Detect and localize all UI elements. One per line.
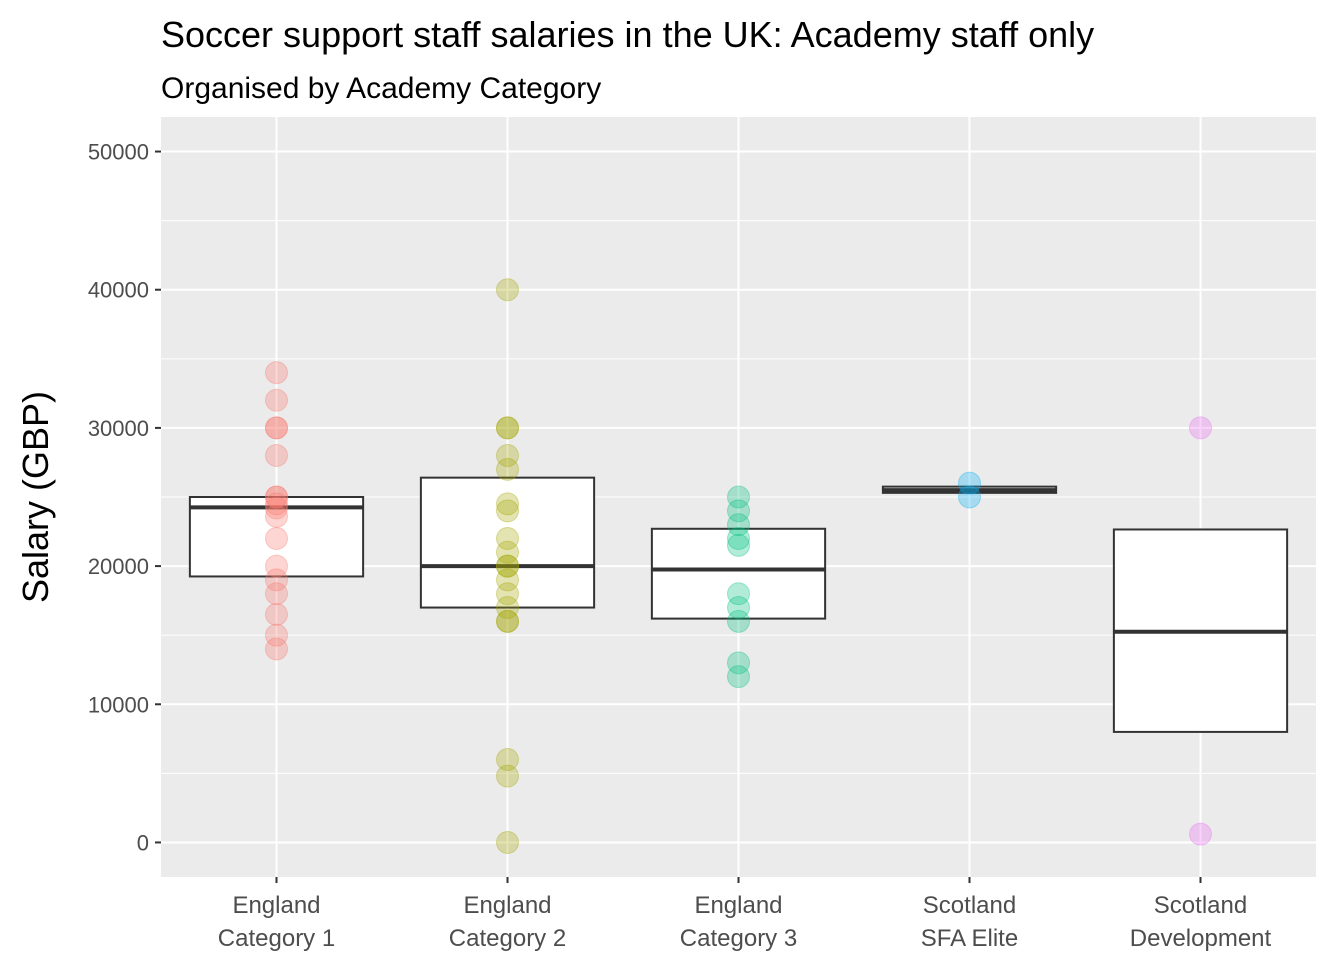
point bbox=[496, 444, 519, 468]
y-tick-label: 10000 bbox=[88, 692, 149, 717]
point bbox=[265, 623, 288, 647]
point bbox=[265, 416, 288, 440]
point bbox=[496, 540, 519, 564]
chart-title: Soccer support staff salaries in the UK:… bbox=[161, 14, 1094, 55]
point bbox=[496, 416, 519, 440]
point bbox=[727, 513, 750, 537]
point bbox=[265, 554, 288, 578]
x-tick-label: Scotland Development bbox=[1130, 892, 1272, 952]
y-tick-label: 40000 bbox=[88, 278, 149, 303]
x-tick-label: England Category 1 bbox=[218, 892, 335, 952]
point bbox=[1189, 822, 1212, 846]
point bbox=[265, 361, 288, 385]
chart-subtitle: Organised by Academy Category bbox=[161, 72, 601, 105]
point bbox=[496, 492, 519, 516]
point bbox=[496, 582, 519, 606]
point bbox=[496, 526, 519, 550]
point bbox=[265, 388, 288, 412]
point bbox=[496, 596, 519, 620]
x-tick-label: England Category 3 bbox=[680, 892, 797, 952]
point bbox=[265, 526, 288, 550]
x-tick-label: Scotland SFA Elite bbox=[921, 892, 1018, 952]
point bbox=[496, 609, 519, 633]
point bbox=[727, 596, 750, 620]
box bbox=[650, 527, 827, 620]
point bbox=[265, 496, 288, 520]
point bbox=[496, 830, 519, 854]
point bbox=[1189, 416, 1212, 440]
point bbox=[265, 416, 288, 440]
point bbox=[727, 665, 750, 689]
point bbox=[958, 485, 981, 509]
y-tick-label: 50000 bbox=[88, 140, 149, 165]
point bbox=[496, 554, 519, 578]
point bbox=[496, 499, 519, 523]
point bbox=[265, 444, 288, 468]
point bbox=[496, 568, 519, 592]
point bbox=[727, 499, 750, 523]
box bbox=[419, 476, 596, 609]
y-axis-label: Salary (GBP) bbox=[15, 391, 56, 603]
point bbox=[727, 485, 750, 509]
point bbox=[727, 533, 750, 557]
point bbox=[496, 764, 519, 788]
point bbox=[496, 457, 519, 481]
point bbox=[727, 526, 750, 550]
x-tick-label: England Category 2 bbox=[449, 892, 566, 952]
point bbox=[727, 651, 750, 675]
y-tick-label: 0 bbox=[137, 830, 149, 855]
point bbox=[265, 485, 288, 509]
point bbox=[265, 568, 288, 592]
point bbox=[496, 278, 519, 302]
point bbox=[496, 416, 519, 440]
point bbox=[265, 582, 288, 606]
point bbox=[496, 748, 519, 772]
point bbox=[265, 492, 288, 516]
point bbox=[496, 554, 519, 578]
point bbox=[265, 637, 288, 661]
box bbox=[188, 496, 365, 578]
point bbox=[265, 485, 288, 509]
point bbox=[265, 504, 288, 528]
y-tick-label: 20000 bbox=[88, 554, 149, 579]
point bbox=[727, 609, 750, 633]
point bbox=[958, 471, 981, 495]
y-tick-label: 30000 bbox=[88, 416, 149, 441]
point bbox=[727, 582, 750, 606]
point bbox=[265, 602, 288, 626]
point bbox=[496, 609, 519, 633]
